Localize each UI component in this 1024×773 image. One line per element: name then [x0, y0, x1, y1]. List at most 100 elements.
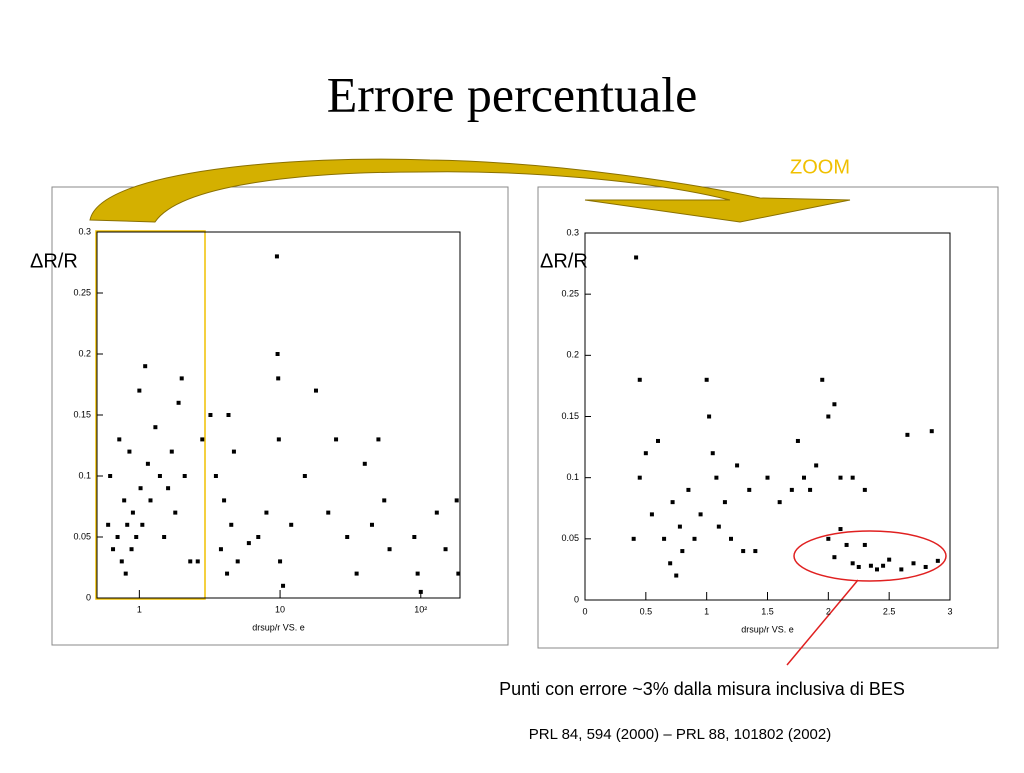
y-tick-label: 0.15 [561, 411, 579, 421]
point [179, 376, 184, 381]
point [111, 547, 116, 552]
reference: PRL 84, 594 (2000) – PRL 88, 101802 (200… [529, 726, 831, 743]
point [707, 414, 712, 419]
y-tick-label: 0 [86, 592, 91, 602]
point [169, 449, 174, 454]
point [677, 524, 682, 529]
point [722, 500, 727, 505]
point [710, 451, 715, 456]
zoom-label: ZOOM [790, 156, 850, 178]
point [176, 400, 181, 405]
point [281, 583, 286, 588]
point [153, 425, 158, 430]
point [850, 561, 855, 566]
point [225, 571, 230, 576]
point [362, 461, 367, 466]
point [246, 541, 251, 546]
point [741, 549, 746, 554]
point [143, 364, 148, 369]
y-axis-label: ΔR/R [540, 250, 588, 272]
point [868, 563, 873, 568]
point [418, 589, 423, 594]
x-tick-label: 0 [582, 606, 587, 616]
point [387, 547, 392, 552]
point [735, 463, 740, 468]
point [714, 475, 719, 480]
point [208, 413, 213, 417]
y-tick-label: 0.1 [566, 472, 579, 482]
point [820, 377, 825, 382]
x-tick-label: 1.5 [761, 606, 774, 616]
point [875, 567, 879, 572]
point [226, 413, 231, 417]
y-axis-label: ΔR/R [30, 250, 78, 272]
point [686, 487, 691, 492]
point [274, 254, 279, 259]
point [634, 255, 639, 260]
point [276, 376, 281, 381]
y-tick-label: 0.15 [73, 409, 91, 419]
point [382, 498, 387, 503]
point [777, 500, 782, 505]
x-tick-label: 3 [947, 606, 952, 616]
point [670, 500, 675, 505]
point [443, 547, 448, 552]
point [832, 555, 837, 560]
point [862, 542, 867, 547]
point [354, 571, 359, 576]
point [887, 557, 892, 562]
slide-title: Errore percentuale [327, 66, 698, 122]
point [289, 522, 294, 527]
point [256, 535, 261, 539]
point [454, 498, 459, 503]
y-tick-label: 0.25 [73, 287, 91, 297]
point [345, 535, 350, 539]
x-tick-label: 2 [826, 606, 831, 616]
right-frame [537, 186, 999, 649]
point [674, 573, 679, 578]
point [704, 377, 709, 382]
point [188, 559, 193, 564]
y-tick-label: 0 [574, 594, 579, 604]
point [302, 474, 307, 478]
x-tick-label: 1 [137, 604, 142, 614]
point [148, 498, 153, 503]
point [195, 559, 200, 564]
point [173, 510, 178, 515]
point [213, 474, 218, 478]
point [123, 571, 128, 576]
x-axis-label: drsup/r VS. e [252, 622, 305, 632]
point [229, 522, 234, 527]
x-axis-label: drsup/r VS. e [741, 624, 794, 634]
pointer-line [786, 579, 859, 666]
point [753, 549, 758, 554]
zoom-region [95, 230, 206, 600]
point [412, 535, 417, 539]
y-tick-label: 0.3 [78, 226, 91, 236]
point [138, 486, 143, 491]
point [850, 475, 855, 480]
point [680, 549, 685, 554]
point [200, 437, 205, 442]
point [838, 475, 843, 480]
point [789, 487, 794, 492]
x-tick-label: 1 [704, 606, 709, 616]
x-tick-label: 10 [275, 604, 285, 614]
point [129, 547, 134, 552]
point [729, 536, 733, 541]
x-tick-label: 0.5 [640, 606, 653, 616]
point [434, 510, 439, 515]
y-tick-label: 0.1 [78, 470, 91, 480]
point [795, 438, 800, 443]
point [814, 463, 819, 468]
point [899, 567, 904, 572]
point [218, 547, 223, 552]
x-tick-label: 10² [414, 604, 427, 614]
point [637, 377, 642, 382]
point [276, 437, 281, 442]
point [235, 559, 240, 564]
point [275, 352, 280, 356]
point [826, 536, 831, 541]
point [278, 559, 283, 564]
